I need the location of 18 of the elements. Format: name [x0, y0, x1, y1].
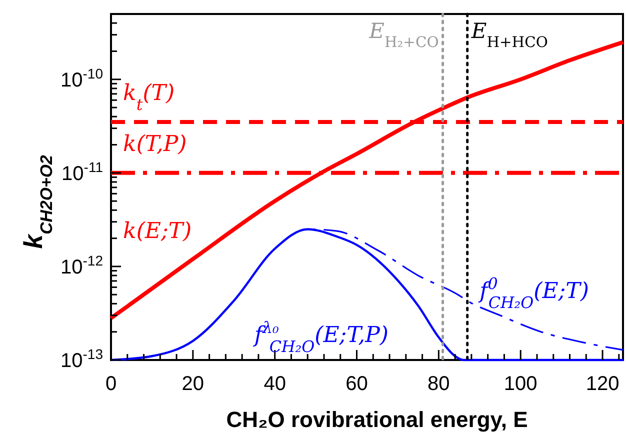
series-label: f$^{λ₀}$$_{CH₂O}$(E;T,P): [252, 318, 389, 356]
series-label: k(E;T): [123, 219, 192, 244]
y-tick-label: 10$^{-10}$: [60, 65, 104, 92]
y-tick-label: 10$^{-12}$: [60, 252, 104, 278]
x-tick-label: 20: [182, 373, 204, 395]
x-tick-label: 100: [504, 373, 538, 395]
ref-line-label: E$_{H₂+CO}$: [368, 19, 439, 50]
series-label: k(T,P): [123, 132, 187, 157]
y-tick-label: 10$^{-11}$: [62, 158, 104, 185]
series-label: k$_{t}$(T): [123, 81, 175, 114]
x-tick-label: 60: [346, 373, 368, 395]
ref-line-label: E$_{H+HCO}$: [470, 19, 548, 50]
x-tick-label: 120: [586, 373, 620, 395]
x-tick-label: 40: [264, 373, 286, 395]
x-tick-label: 80: [428, 373, 450, 395]
y-tick-label: 10$^{-13}$: [60, 346, 104, 372]
x-axis-title: CH₂O rovibrational energy, E: [226, 407, 528, 432]
x-tick-label: 0: [105, 373, 117, 395]
